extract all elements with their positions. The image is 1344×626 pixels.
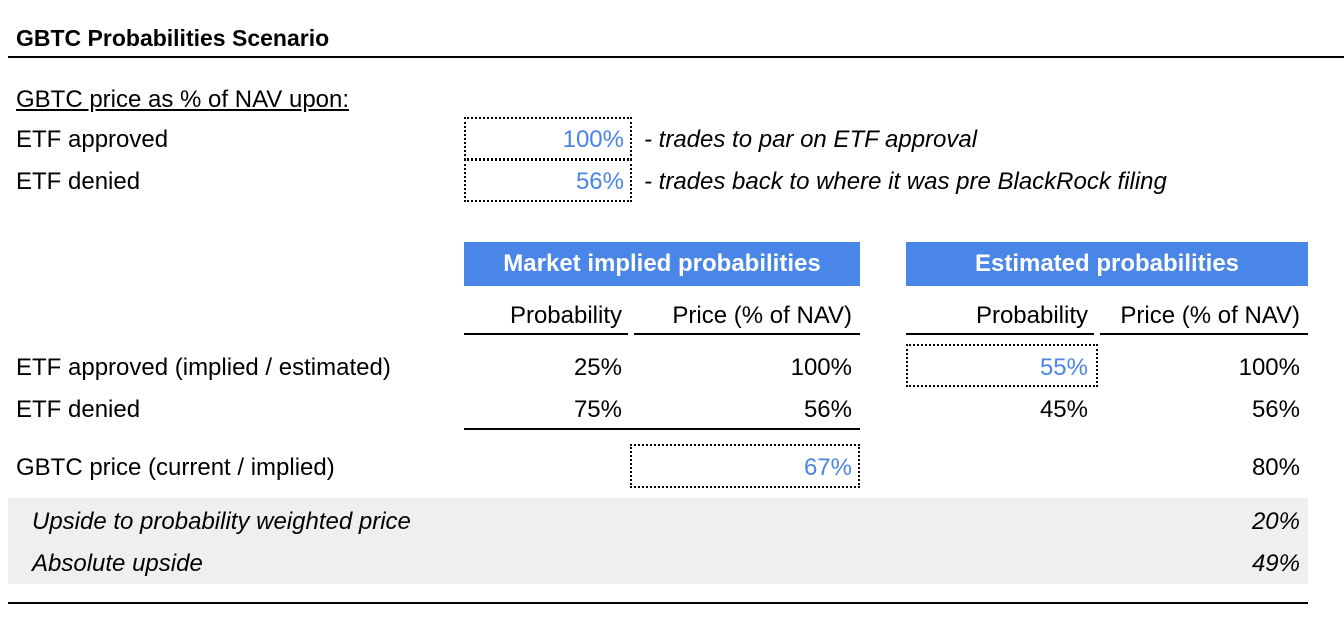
absolute-upside-value: 49% [1251, 550, 1300, 577]
estimated-col-probability: Probability [975, 302, 1088, 329]
row-label-denied: ETF denied [16, 396, 141, 423]
input-label-denied: ETF denied [16, 168, 141, 195]
estimated-price-approved: 100% [1238, 354, 1300, 381]
estimated-prob-approved-cell[interactable] [906, 344, 1098, 387]
row-label-approved: ETF approved (implied / estimated) [16, 354, 391, 381]
market-col-price: Price (% of NAV) [672, 302, 852, 329]
input-cell-denied[interactable] [464, 159, 632, 202]
market-col-probability: Probability [509, 302, 622, 329]
input-note-denied: - trades back to where it was pre BlackR… [644, 168, 1167, 195]
input-value-denied: 56% [575, 168, 624, 195]
estimated-col-price: Price (% of NAV) [1120, 302, 1300, 329]
upside-weighted-value: 20% [1251, 508, 1300, 535]
upside-weighted-label: Upside to probability weighted price [32, 508, 411, 535]
market-price-approved: 100% [790, 354, 852, 381]
gbtc-price-label: GBTC price (current / implied) [16, 454, 335, 481]
estimated-prob-approved: 55% [1039, 354, 1088, 381]
col-underline-est-price [1100, 333, 1308, 335]
estimated-prob-denied: 45% [1039, 396, 1088, 423]
bottom-rule [8, 602, 1308, 604]
gbtc-implied-price-cell[interactable] [630, 444, 860, 488]
input-note-approved: - trades to par on ETF approval [644, 126, 978, 153]
estimated-price-denied: 56% [1251, 396, 1300, 423]
market-header: Market implied probabilities [464, 242, 860, 286]
market-price-denied: 56% [803, 396, 852, 423]
market-total-rule [464, 428, 860, 430]
col-underline-market-price [634, 333, 860, 335]
input-label-approved: ETF approved [16, 126, 169, 153]
title-divider [8, 56, 1344, 58]
estimated-header: Estimated probabilities [906, 242, 1308, 286]
gbtc-implied-price: 67% [803, 454, 852, 481]
input-value-approved: 100% [562, 126, 624, 153]
inputs-heading: GBTC price as % of NAV upon: [16, 86, 350, 113]
page-title: GBTC Probabilities Scenario [16, 25, 330, 51]
market-prob-denied: 75% [573, 396, 622, 423]
absolute-upside-label: Absolute upside [32, 550, 203, 577]
col-underline-est-prob [906, 333, 1094, 335]
col-underline-market-prob [464, 333, 628, 335]
upside-block [8, 498, 1308, 584]
gbtc-estimated-price: 80% [1251, 454, 1300, 481]
market-prob-approved: 25% [573, 354, 622, 381]
